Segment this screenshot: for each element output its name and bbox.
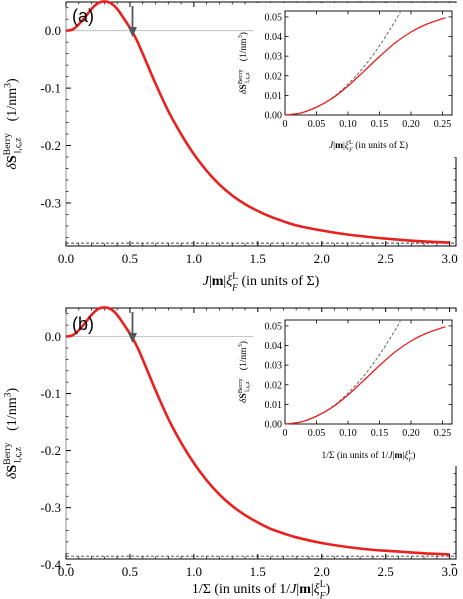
panel-label: (b) [72,314,94,334]
x-tick-label: 2.0 [314,564,330,579]
y-axis-title: δSBerryl,ς,z (1/nm3) [2,388,24,480]
inset-frame [284,10,453,116]
x-tick-label: 2.0 [314,251,330,266]
x-tick-label: 1.5 [250,251,266,266]
inset-y-tick-label: 0.03 [265,52,283,63]
inset-x-tick-label: 0.20 [402,119,420,130]
inset-y-tick-label: 0.05 [265,321,283,332]
x-tick-label: 2.5 [378,564,394,579]
inset-series-line [284,17,446,116]
inset-y-axis-title: δSBerryl,ς,z (1/nm3) [237,341,251,403]
inset-series-line [284,326,446,425]
inset-x-axis-title: J|m|ξL F (in units of Σ) [329,139,408,154]
x-tick-label: 3.0 [441,251,457,266]
x-tick-label: 3.0 [441,564,457,579]
inset-a: 0 0.05 0.10 0.15 0.20 0.25 0.00 0.01 0.02 0.03 0.0… [237,3,460,157]
y-axis-title: δSBerryl,ς,z (1/nm3) [2,78,24,170]
inset-y-tick-label: 0.01 [265,400,283,411]
inset-x-tick-label: 0.10 [339,119,357,130]
x-tick-label: 0.0 [58,564,74,579]
marker-arrow-head [127,333,137,343]
panel-a: 0.0 0.5 1.0 1.5 2.0 2.5 3.0 0.0 -0.1 -0.2 -0.3 (a) J… [2,0,460,293]
y-tick-label: -0.2 [40,443,61,458]
x-tick-label: 0.0 [58,251,74,266]
inset-y-tick-label: 0.04 [265,32,283,43]
series-line [65,306,450,556]
inset-background [253,3,460,157]
inset-y-tick-label: 0.02 [265,380,283,391]
x-tick-label: 1.5 [250,564,266,579]
inset-x-axis-title: 1/Σ (in units of 1/J|m|ξL F) [322,449,416,464]
inset-x-tick-label: 0.05 [308,428,326,439]
x-tick-label: 1.0 [186,564,202,579]
y-tick-label: -0.2 [40,138,61,153]
y-tick-label: -0.1 [40,81,61,96]
x-tick-label: 0.5 [122,564,138,579]
x-axis-title: 1/Σ (in units of 1/J|m|ξL F) [192,580,331,599]
inset-x-tick-label: 0.10 [339,428,357,439]
x-tick-label: 2.5 [378,251,394,266]
inset-x-tick-label: 0.15 [371,119,389,130]
inset-b: 0 0.05 0.10 0.15 0.20 0.25 0.00 0.01 0.02 0.03 0.0… [237,312,460,466]
inset-x-tick-label: 0.20 [402,428,420,439]
inset-y-tick-label: 0.03 [265,361,283,372]
y-tick-label: 0.0 [45,23,61,38]
inset-y-axis-title: δSBerryl,ς,z (1/nm3) [237,32,251,94]
y-tick-label: 0.0 [45,329,61,344]
inset-background [253,312,460,466]
panel-b: 0.0 0.5 1.0 1.5 2.0 2.5 3.0 0.0 -0.1 -0.2 -0.3 -0.4… [2,306,460,599]
x-tick-label: 0.5 [122,251,138,266]
series-line [65,0,450,244]
y-tick-label: -0.3 [40,500,61,515]
y-tick-label: -0.1 [40,386,61,401]
inset-y-tick-label: 0.02 [265,71,283,82]
inset-x-tick-label: 0.25 [434,428,452,439]
inset-x-tick-label: 0 [283,119,288,130]
inset-x-tick-label: 0.15 [371,428,389,439]
y-tick-label: -0.4 [40,557,61,572]
inset-y-tick-label: 0.01 [265,91,283,102]
inset-x-tick-label: 0.05 [308,119,326,130]
inset-y-tick-label: 0.00 [265,111,283,122]
panel-label: (a) [72,6,94,26]
x-tick-label: 1.0 [186,251,202,266]
inset-x-tick-label: 0 [283,428,288,439]
x-axis-title: J|m|ξL F (in units of Σ) [203,272,320,293]
inset-x-tick-label: 0.25 [434,119,452,130]
y-tick-label: -0.3 [40,195,61,210]
inset-y-tick-label: 0.04 [265,341,283,352]
inset-frame [284,319,453,425]
marker-arrow-head [127,27,137,37]
inset-y-tick-label: 0.05 [265,12,283,23]
inset-y-tick-label: 0.00 [265,420,283,431]
